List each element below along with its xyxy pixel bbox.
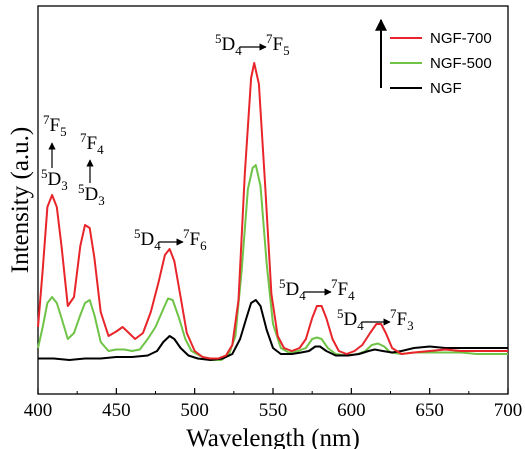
x-tick-label-400: 400: [24, 400, 53, 421]
x-tick-label-600: 600: [337, 400, 366, 421]
x-tick-label-450: 450: [102, 400, 131, 421]
legend-label-ngf: NGF: [430, 80, 462, 97]
annotation-5d4-7f4: 5D4 7F4: [279, 276, 355, 303]
x-tick-label-700: 700: [494, 400, 523, 421]
svg-text:7F5: 7F5: [266, 31, 290, 58]
legend: NGF-700 NGF-500 NGF: [375, 18, 492, 97]
series-line-ngf-500: [37, 164, 508, 361]
svg-text:7F4: 7F4: [80, 130, 104, 157]
svg-text:5D3: 5D3: [78, 181, 105, 208]
x-axis-ticks: 400 450 500 550 600 650 700: [24, 388, 523, 421]
x-tick-label-500: 500: [180, 400, 209, 421]
svg-text:5D4: 5D4: [279, 276, 306, 303]
svg-text:7F3: 7F3: [390, 306, 414, 333]
svg-text:7F4: 7F4: [331, 276, 355, 303]
x-tick-label-650: 650: [415, 400, 444, 421]
y-axis-label: Intensity (a.u.): [7, 127, 34, 273]
svg-text:5D4: 5D4: [134, 226, 161, 253]
series-line-ngf-700: [37, 62, 508, 360]
annotation-5d4-7f6: 5D4 7F6: [134, 226, 207, 253]
svg-text:7F6: 7F6: [183, 226, 207, 253]
svg-text:5D3: 5D3: [41, 166, 68, 193]
series-line-ngf: [38, 299, 508, 361]
legend-label-ngf-700: NGF-700: [430, 30, 492, 47]
svg-text:5D4: 5D4: [215, 31, 242, 58]
svg-text:5D4: 5D4: [337, 306, 364, 333]
legend-items: NGF-700 NGF-500 NGF: [390, 30, 492, 97]
annotation-7f4-5d3: 7F4 5D3: [78, 130, 105, 208]
annotation-5d4-7f5: 5D4 7F5: [215, 31, 290, 58]
svg-text:7F5: 7F5: [43, 112, 67, 139]
x-tick-label-550: 550: [259, 400, 288, 421]
annotation-7f5-5d3: 7F5 5D3: [41, 112, 68, 193]
legend-label-ngf-500: NGF-500: [430, 55, 492, 72]
x-axis-label: Wavelength (nm): [186, 425, 360, 449]
annotation-5d4-7f3: 5D4 7F3: [337, 306, 414, 333]
series-layer: [37, 62, 508, 361]
